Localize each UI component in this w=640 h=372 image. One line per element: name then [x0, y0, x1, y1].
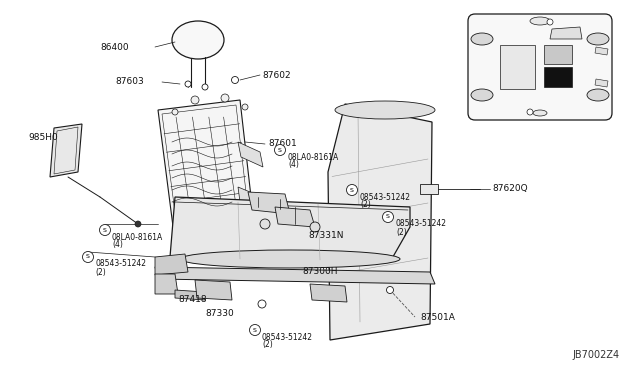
Circle shape	[260, 219, 270, 229]
Polygon shape	[175, 290, 205, 300]
Polygon shape	[595, 47, 608, 55]
Text: S: S	[86, 254, 90, 260]
Circle shape	[202, 84, 208, 90]
Polygon shape	[248, 192, 290, 214]
Polygon shape	[155, 267, 435, 284]
Text: 87331N: 87331N	[308, 231, 344, 240]
Polygon shape	[158, 100, 255, 242]
Ellipse shape	[335, 101, 435, 119]
Text: 87620Q: 87620Q	[492, 185, 527, 193]
Text: 08543-51242: 08543-51242	[95, 260, 146, 269]
Polygon shape	[238, 187, 264, 212]
Polygon shape	[310, 284, 347, 302]
Text: JB7002Z4: JB7002Z4	[573, 350, 620, 360]
Text: 08LA0-8161A: 08LA0-8161A	[112, 232, 163, 241]
Ellipse shape	[471, 89, 493, 101]
Text: 985H0: 985H0	[28, 132, 58, 141]
Circle shape	[310, 222, 320, 232]
Polygon shape	[544, 67, 572, 87]
Circle shape	[83, 251, 93, 263]
Circle shape	[221, 94, 229, 102]
Circle shape	[383, 212, 394, 222]
Polygon shape	[544, 45, 572, 64]
Circle shape	[258, 300, 266, 308]
Polygon shape	[155, 254, 188, 275]
Text: 08543-51242: 08543-51242	[262, 333, 313, 341]
Polygon shape	[500, 45, 535, 89]
Circle shape	[185, 81, 191, 87]
Text: (2): (2)	[360, 201, 371, 209]
Text: S: S	[103, 228, 107, 232]
Ellipse shape	[471, 33, 493, 45]
Circle shape	[387, 286, 394, 294]
Circle shape	[275, 144, 285, 155]
Ellipse shape	[530, 17, 550, 25]
Circle shape	[346, 185, 358, 196]
Ellipse shape	[533, 110, 547, 116]
Polygon shape	[420, 184, 438, 194]
Text: S: S	[350, 187, 354, 192]
Text: S: S	[253, 327, 257, 333]
Text: 86400: 86400	[100, 42, 129, 51]
Circle shape	[99, 224, 111, 235]
Text: (2): (2)	[95, 267, 106, 276]
Text: S: S	[278, 148, 282, 153]
Text: 08543-51242: 08543-51242	[396, 219, 447, 228]
Text: S: S	[386, 215, 390, 219]
Text: 87501A: 87501A	[420, 312, 455, 321]
Polygon shape	[328, 104, 432, 340]
Text: 08543-51242: 08543-51242	[360, 192, 411, 202]
Circle shape	[250, 324, 260, 336]
Circle shape	[191, 96, 199, 104]
Text: (2): (2)	[262, 340, 273, 350]
Text: (4): (4)	[112, 241, 123, 250]
Ellipse shape	[172, 21, 224, 59]
Polygon shape	[170, 197, 410, 262]
Text: 87601: 87601	[268, 140, 297, 148]
Polygon shape	[50, 124, 82, 177]
Text: 87602: 87602	[262, 71, 291, 80]
FancyBboxPatch shape	[468, 14, 612, 120]
Text: (2): (2)	[396, 228, 407, 237]
Text: 87603: 87603	[115, 77, 144, 86]
Circle shape	[242, 104, 248, 110]
Polygon shape	[238, 142, 263, 167]
Polygon shape	[195, 280, 232, 300]
Text: 87418: 87418	[178, 295, 207, 305]
Text: 87300H: 87300H	[302, 267, 337, 276]
Circle shape	[547, 19, 553, 25]
Circle shape	[172, 109, 178, 115]
Text: (4): (4)	[288, 160, 299, 170]
Circle shape	[232, 77, 239, 83]
Text: 08LA0-8161A: 08LA0-8161A	[288, 153, 339, 161]
Ellipse shape	[587, 33, 609, 45]
Polygon shape	[275, 207, 315, 227]
Ellipse shape	[180, 250, 400, 268]
Circle shape	[527, 109, 533, 115]
Polygon shape	[595, 79, 608, 87]
Circle shape	[135, 221, 141, 227]
Ellipse shape	[587, 89, 609, 101]
Polygon shape	[155, 274, 178, 294]
Text: 87330: 87330	[205, 310, 234, 318]
Polygon shape	[550, 27, 582, 39]
